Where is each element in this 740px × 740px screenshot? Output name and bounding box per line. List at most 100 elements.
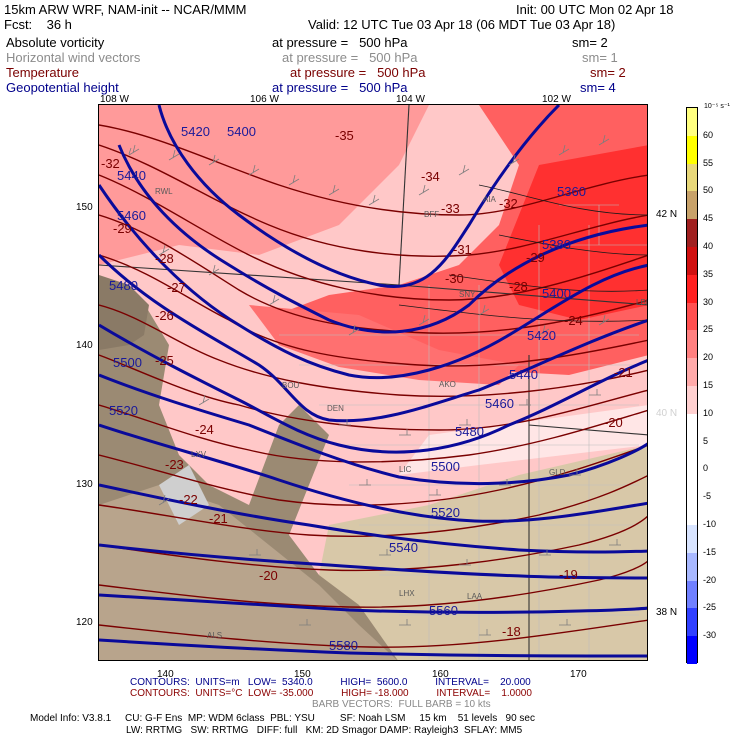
colorbar-segment bbox=[687, 525, 697, 554]
x-label-160: 160 bbox=[432, 669, 449, 680]
wind-barbs bbox=[128, 134, 621, 636]
colorbar-tick-label: -5 bbox=[703, 491, 712, 502]
footer-height-contours: CONTOURS: UNITS=m LOW= 5340.0 HIGH= 5600… bbox=[130, 677, 531, 688]
temp-label: -31 bbox=[453, 242, 472, 257]
temp-label: -28 bbox=[155, 251, 174, 266]
height-label: 5420 bbox=[527, 328, 556, 343]
colorbar-tick-label: -30 bbox=[703, 630, 717, 641]
colorbar-segment bbox=[687, 580, 697, 609]
colorbar-tick-label: 60 bbox=[703, 129, 714, 140]
colorbar-segment bbox=[687, 386, 697, 415]
vorticity-fill-nw bbox=[99, 105, 429, 265]
colorbar-segment bbox=[687, 135, 697, 165]
temp-label: -18 bbox=[502, 624, 521, 639]
colorbar-tick-label: 30 bbox=[703, 296, 714, 307]
colorbar-tick-label: 50 bbox=[703, 185, 714, 196]
colorbar-segment bbox=[687, 413, 697, 443]
colorbar-tick-label: -15 bbox=[703, 546, 717, 557]
colorbar-segment bbox=[687, 636, 697, 665]
station-label: RWL bbox=[155, 187, 173, 196]
terrain-fill-sw bbox=[99, 485, 397, 660]
colorbar-tick-label: -20 bbox=[703, 574, 717, 585]
temp-label: -28 bbox=[509, 279, 528, 294]
height-label: 5380 bbox=[542, 237, 571, 252]
colorbar-segment bbox=[687, 302, 697, 331]
height-label: 5520 bbox=[109, 403, 138, 418]
station-labels: RWL BFF AIA SNY DEN BOU AKO LIC GLD LHX … bbox=[155, 187, 648, 640]
station-label: ALS bbox=[207, 631, 222, 640]
station-label: LAA bbox=[467, 592, 483, 601]
temp-label: -26 bbox=[155, 308, 174, 323]
height-label: 5520 bbox=[431, 505, 460, 520]
colorbar-tick-label: 15 bbox=[703, 380, 714, 390]
field-name-vorticity: Absolute vorticity bbox=[6, 35, 105, 50]
field-level-wind: at pressure = 500 hPa bbox=[282, 50, 418, 65]
x-label-150: 150 bbox=[294, 669, 311, 680]
height-label: 5560 bbox=[429, 603, 458, 618]
forecast-hour: Fcst: 36 h bbox=[4, 17, 72, 32]
colorbar-segment bbox=[687, 358, 697, 387]
valid-time: Valid: 12 UTC Tue 03 Apr 18 (06 MDT Tue … bbox=[308, 17, 616, 32]
temp-label: -21 bbox=[209, 511, 228, 526]
temp-label: -27 bbox=[167, 280, 186, 295]
footer-temp-contours: CONTOURS: UNITS=°C LOW= -35.000 HIGH= -1… bbox=[130, 688, 532, 699]
lat-label-40n: 40 N bbox=[656, 408, 678, 419]
field-level-height: at pressure = 500 hPa bbox=[272, 80, 408, 95]
colorbar-segment bbox=[687, 441, 697, 470]
temp-label: -29 bbox=[113, 221, 132, 236]
colorbar-unit: 10⁻⁵ s⁻¹ bbox=[704, 103, 730, 110]
colorbar-segment bbox=[687, 247, 697, 276]
colorbar-segment bbox=[687, 219, 697, 248]
height-label: 5440 bbox=[117, 168, 146, 183]
temperature-contours bbox=[99, 124, 647, 648]
height-label: 5440 bbox=[509, 367, 538, 382]
map-svg: 5420 5400 5440 5460 5480 5500 5520 5360 … bbox=[99, 105, 648, 660]
lon-label-108w: 108 W bbox=[100, 94, 129, 105]
station-label: BOU bbox=[282, 381, 300, 390]
lat-label-42n: 42 N bbox=[656, 209, 678, 220]
station-label: AKO bbox=[439, 380, 456, 389]
station-label: LXV bbox=[191, 450, 207, 459]
temp-label: -24 bbox=[564, 313, 583, 328]
height-labels: 5420 5400 5440 5460 5480 5500 5520 5360 … bbox=[109, 124, 586, 653]
lon-label-106w: 106 W bbox=[250, 94, 279, 105]
station-label: LBF bbox=[636, 298, 648, 307]
lon-label-104w: 104 W bbox=[396, 94, 425, 105]
lat-label-38n: 38 N bbox=[656, 607, 678, 618]
temp-label: -19 bbox=[559, 567, 578, 582]
terrain-fill-snow bbox=[159, 465, 209, 525]
temp-label: -32 bbox=[101, 156, 120, 171]
height-label: 5500 bbox=[113, 355, 142, 370]
colorbar-tick-label: 35 bbox=[703, 268, 714, 279]
temp-label: -25 bbox=[155, 353, 174, 368]
temp-label: -30 bbox=[445, 271, 464, 286]
field-sm-temperature: sm= 2 bbox=[590, 65, 626, 80]
vorticity-contours bbox=[398, 184, 647, 322]
colorbar-segment bbox=[687, 469, 697, 498]
colorbar-tick-label: 45 bbox=[703, 213, 714, 224]
colorbar-tick-label: 20 bbox=[703, 352, 714, 363]
temp-label: -20 bbox=[604, 415, 623, 430]
colorbar-tick-label: 25 bbox=[703, 324, 714, 335]
x-label-170: 170 bbox=[570, 669, 587, 680]
field-sm-vorticity: sm= 2 bbox=[572, 35, 608, 50]
height-contours bbox=[99, 105, 647, 658]
height-label: 5540 bbox=[389, 540, 418, 555]
y-label-120: 120 bbox=[76, 617, 93, 628]
county-lines bbox=[279, 204, 647, 660]
height-label: 5580 bbox=[329, 638, 358, 653]
height-label: 5460 bbox=[485, 396, 514, 411]
init-time: Init: 00 UTC Mon 02 Apr 18 bbox=[516, 2, 674, 17]
temp-label: -20 bbox=[259, 568, 278, 583]
colorbar-segment bbox=[687, 191, 697, 220]
vorticity-fill-light bbox=[399, 405, 647, 475]
model-title: 15km ARW WRF, NAM-init -- NCAR/MMM bbox=[4, 2, 247, 17]
station-label: AIA bbox=[483, 195, 497, 204]
height-label: 5420 bbox=[181, 124, 210, 139]
temp-label: -21 bbox=[614, 365, 633, 380]
map-panel: 5420 5400 5440 5460 5480 5500 5520 5360 … bbox=[98, 104, 648, 661]
lon-label-102w: 102 W bbox=[542, 94, 571, 105]
colorbar-tick-label: 0 bbox=[703, 463, 709, 474]
colorbar-segment bbox=[687, 274, 697, 304]
temp-label: -32 bbox=[499, 196, 518, 211]
